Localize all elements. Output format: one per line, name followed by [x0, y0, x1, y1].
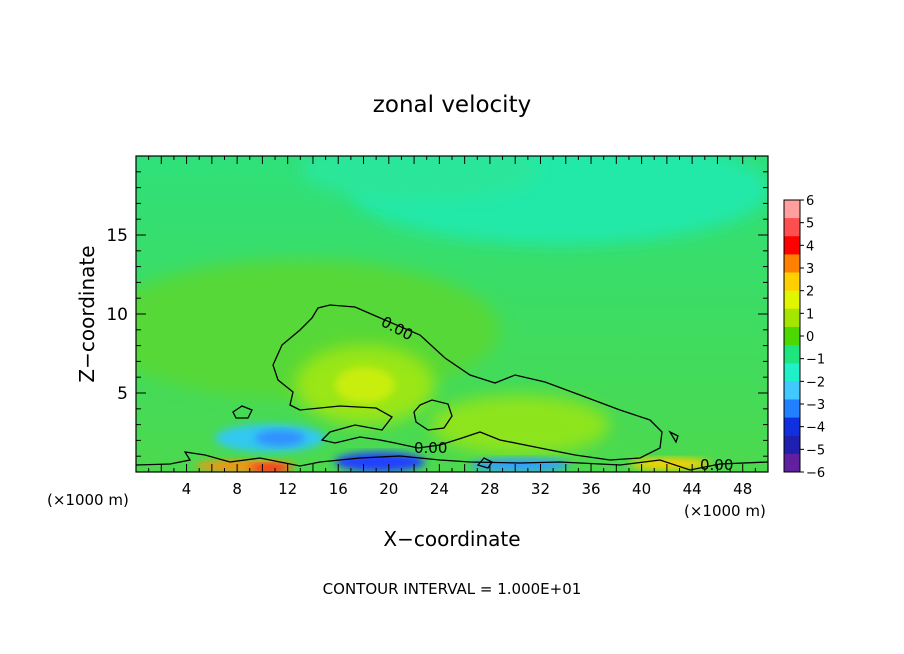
colorbar-swatch	[784, 236, 800, 255]
colorbar-swatch	[784, 345, 800, 364]
x-tick-label: 8	[232, 480, 242, 498]
colorbar-tick-label: −2	[806, 375, 825, 390]
colorbar-swatch	[784, 381, 800, 400]
colorbar	[783, 199, 804, 473]
x-tick-label: 16	[329, 480, 348, 498]
x-unit-label-left: (×1000 m)	[47, 491, 129, 509]
y-axis-label: Z−coordinate	[75, 245, 99, 382]
colorbar-swatch	[784, 326, 800, 346]
chart-title: zonal velocity	[373, 92, 531, 118]
x-axis-label: X−coordinate	[383, 527, 520, 551]
colorbar-tick-label: 6	[806, 194, 814, 209]
x-tick-label: 44	[683, 480, 702, 498]
colorbar-swatch	[784, 417, 800, 437]
colorbar-swatch	[784, 435, 800, 455]
colorbar-tick-label: −3	[806, 398, 825, 413]
x-tick-label: 32	[531, 480, 550, 498]
colorbar-tick-label: −6	[806, 466, 825, 481]
contour-lines	[136, 304, 768, 471]
contour-interval-note: CONTOUR INTERVAL = 1.000E+01	[323, 580, 582, 598]
y-tick-labels: 5 10 15	[106, 226, 128, 404]
y-tick-label: 5	[117, 384, 128, 404]
x-tick-label: 20	[379, 480, 398, 498]
colorbar-swatch	[784, 399, 800, 419]
heatmap-field	[136, 156, 768, 472]
colorbar-tick-label: −5	[806, 443, 825, 458]
x-tick-label: 4	[182, 480, 192, 498]
x-tick-labels: 4 8 12 16 20 24 28 32 36 40 44 48	[182, 480, 752, 498]
colorbar-tick-label: −4	[806, 421, 825, 436]
colorbar-tick-label: 0	[806, 330, 814, 345]
x-tick-label: 12	[278, 480, 297, 498]
colorbar-swatch	[784, 254, 800, 274]
colorbar-swatch	[784, 218, 800, 237]
colorbar-swatch	[784, 272, 800, 292]
colorbar-swatch	[784, 453, 800, 473]
colorbar-swatch	[784, 363, 800, 382]
colorbar-tick-label: 1	[806, 307, 814, 322]
colorbar-tick-labels: 6 5 4 3 2 1 0 −1 −2 −3 −4 −5 −6	[806, 194, 825, 481]
axis-ticks	[135, 155, 769, 473]
x-unit-label-right: (×1000 m)	[684, 502, 766, 520]
contour-label-right: 0.00	[700, 456, 733, 474]
x-tick-label: 24	[430, 480, 449, 498]
colorbar-tick-label: 5	[806, 217, 814, 232]
y-tick-label: 10	[106, 305, 128, 325]
colorbar-tick-label: 2	[806, 285, 814, 300]
colorbar-tick-label: −1	[806, 353, 825, 368]
colorbar-tick-label: 4	[806, 239, 814, 254]
colorbar-swatch	[784, 200, 800, 219]
colorbar-swatch	[784, 290, 800, 310]
x-tick-label: 28	[480, 480, 499, 498]
x-tick-label: 48	[733, 480, 752, 498]
y-tick-label: 15	[106, 226, 128, 246]
contour-label-middle: 0.00	[414, 439, 447, 457]
colorbar-tick-label: 3	[806, 262, 814, 277]
x-tick-label: 40	[632, 480, 651, 498]
colorbar-swatch	[784, 308, 800, 328]
x-tick-label: 36	[581, 480, 600, 498]
